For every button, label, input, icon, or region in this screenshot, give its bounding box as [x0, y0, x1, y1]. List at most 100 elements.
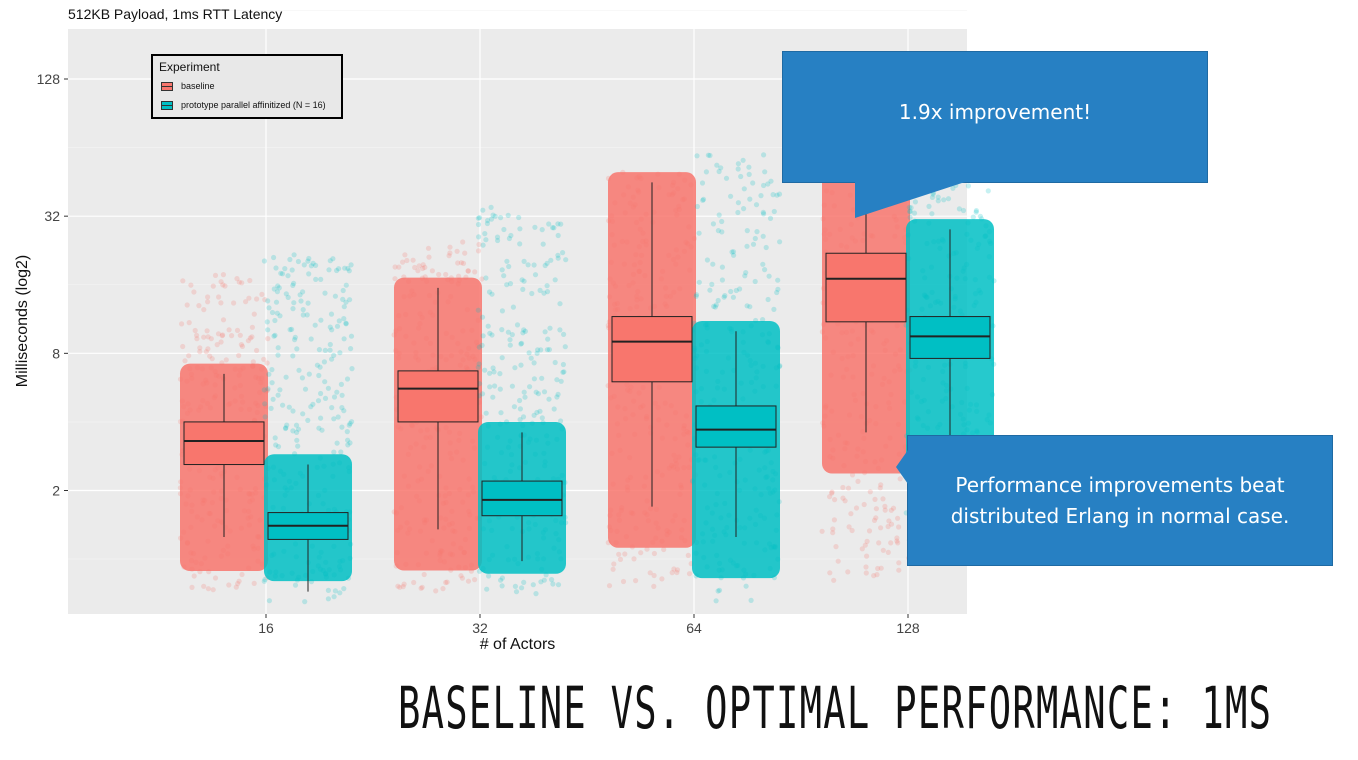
data-point [398, 426, 404, 432]
data-point [746, 164, 752, 170]
data-point [700, 531, 706, 537]
data-point [520, 286, 526, 292]
data-point [249, 491, 255, 497]
data-point [773, 365, 779, 371]
data-point [515, 561, 521, 567]
data-point [438, 515, 444, 521]
data-point [403, 333, 409, 339]
data-point [888, 540, 894, 546]
data-point [829, 190, 835, 196]
data-point [533, 591, 539, 597]
data-point [397, 326, 403, 332]
data-point [745, 352, 751, 358]
data-point [542, 459, 548, 465]
data-point [271, 286, 277, 292]
data-point [205, 586, 211, 592]
data-point [986, 412, 992, 418]
data-point [539, 227, 545, 233]
data-point [448, 456, 455, 462]
data-point [239, 571, 245, 578]
data-point [750, 241, 757, 247]
data-point [423, 517, 430, 523]
data-point [827, 454, 833, 460]
data-point [495, 434, 501, 440]
data-point [426, 254, 432, 260]
data-point [279, 573, 285, 579]
data-point [200, 381, 206, 387]
data-point [725, 355, 732, 361]
data-point [623, 416, 629, 422]
data-point [704, 325, 710, 331]
data-point [776, 499, 782, 505]
data-point [269, 552, 275, 559]
data-point [265, 386, 271, 392]
data-point [625, 477, 631, 483]
data-point [613, 540, 619, 546]
data-point [703, 368, 710, 374]
data-point [308, 263, 314, 269]
data-point [939, 398, 945, 404]
data-point [437, 550, 443, 556]
data-point [418, 585, 424, 591]
data-point [768, 178, 774, 184]
data-point [964, 427, 970, 433]
data-point [246, 295, 252, 301]
data-point [317, 364, 323, 370]
data-point [540, 529, 546, 536]
data-point [526, 520, 532, 526]
data-point [266, 305, 272, 311]
data-point [212, 382, 218, 388]
data-point [674, 567, 681, 573]
data-point [677, 491, 683, 497]
data-point [259, 561, 265, 567]
data-point [340, 296, 346, 302]
data-point [482, 231, 488, 237]
data-point [269, 380, 275, 386]
data-point [330, 461, 336, 467]
data-point [762, 169, 768, 175]
data-point [648, 506, 654, 512]
data-point [775, 556, 781, 562]
data-point [456, 437, 462, 443]
data-point [619, 505, 625, 511]
data-point [658, 276, 665, 282]
data-point [486, 518, 492, 524]
data-point [880, 547, 886, 553]
data-point [637, 226, 643, 232]
data-point [263, 403, 269, 409]
data-point [979, 216, 985, 222]
data-point [822, 413, 828, 419]
data-point [985, 188, 991, 194]
data-point [200, 500, 206, 506]
data-point [558, 378, 564, 384]
data-point [235, 581, 241, 587]
data-point [240, 399, 246, 405]
data-point [740, 339, 746, 345]
data-point [290, 282, 296, 288]
data-point [488, 216, 495, 222]
data-point [876, 540, 882, 546]
data-point [238, 406, 244, 412]
data-point [296, 367, 302, 373]
data-point [207, 353, 213, 359]
data-point [443, 357, 449, 363]
data-point [179, 451, 185, 458]
data-point [634, 304, 640, 310]
data-point [710, 221, 717, 227]
data-point [692, 347, 698, 354]
data-point [505, 557, 511, 563]
data-point [456, 564, 462, 570]
data-point [491, 369, 497, 375]
data-point [892, 368, 898, 374]
data-point [850, 353, 856, 359]
data-point [758, 492, 764, 498]
data-point [774, 512, 780, 518]
data-point [694, 203, 701, 210]
data-point [255, 534, 261, 540]
data-point [193, 559, 199, 565]
data-point [888, 521, 895, 527]
data-point [752, 360, 759, 366]
data-point [413, 354, 419, 360]
data-point [184, 410, 191, 416]
data-point [714, 385, 721, 391]
